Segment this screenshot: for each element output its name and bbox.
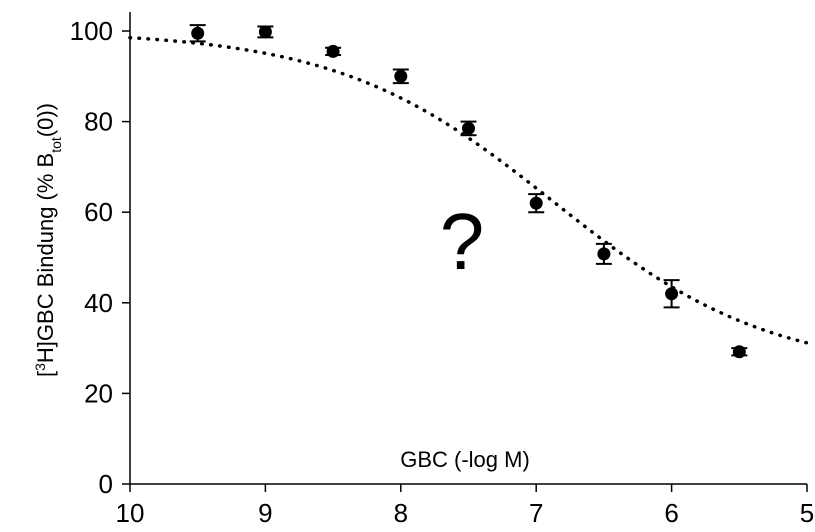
y-tick-label: 100	[70, 16, 113, 46]
x-tick-label: 7	[529, 498, 543, 528]
point-marker	[191, 26, 205, 40]
question-mark-annotation: ?	[440, 197, 485, 286]
point-marker	[394, 69, 408, 83]
x-axis-label: GBC (-log M)	[400, 447, 530, 472]
x-axis: 10 9 8 7 6 5	[116, 483, 814, 528]
point-marker	[462, 121, 475, 135]
point-marker	[732, 345, 746, 359]
data-point	[257, 25, 274, 39]
y-axis-label: [3H]GBC Bindung (% Btot(0))	[32, 103, 64, 377]
x-tick-label: 9	[258, 498, 272, 528]
fit-curve	[128, 35, 809, 345]
y-tick-label: 40	[84, 288, 113, 318]
data-point	[325, 44, 342, 58]
point-marker	[529, 196, 543, 210]
data-point	[528, 193, 545, 214]
x-tick-label: 6	[664, 498, 678, 528]
y-tick-label: 0	[99, 469, 113, 499]
point-marker	[258, 25, 272, 39]
data-point	[189, 24, 206, 43]
data-point	[392, 68, 409, 85]
y-axis: 0 20 40 60 80 100	[70, 12, 131, 499]
data-point	[595, 242, 612, 265]
x-tick-label: 5	[800, 498, 814, 528]
y-tick-label: 60	[84, 197, 113, 227]
y-tick-label: 80	[84, 107, 113, 137]
data-points	[189, 24, 748, 359]
data-point	[731, 345, 748, 359]
x-tick-label: 8	[394, 498, 408, 528]
y-tick-label: 20	[84, 378, 113, 408]
x-tick-label: 10	[116, 498, 145, 528]
y-ticks: 0 20 40 60 80 100	[70, 16, 130, 499]
data-point	[460, 120, 477, 137]
data-point	[663, 279, 680, 309]
point-marker	[597, 247, 611, 261]
point-marker	[665, 287, 679, 301]
point-marker	[326, 44, 340, 58]
x-ticks: 10 9 8 7 6 5	[116, 484, 814, 528]
